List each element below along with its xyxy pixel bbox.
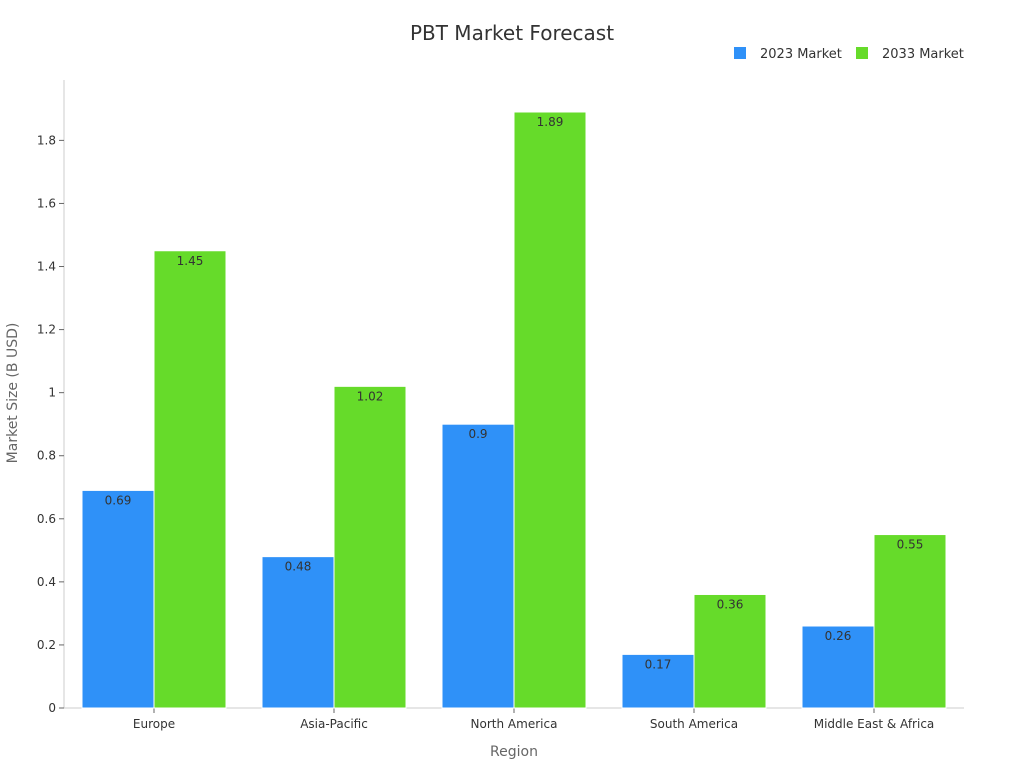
bar-2033-market-europe [153, 250, 227, 709]
legend: 2023 Market 2033 Market [734, 47, 964, 62]
legend-label: 2023 Market [760, 47, 842, 62]
data-label: 1.89 [537, 115, 564, 129]
bar-2033-market-middle-east-africa [873, 534, 947, 709]
bars [81, 111, 947, 709]
legend-swatch [734, 47, 746, 59]
y-tick-label: 1 [48, 386, 56, 400]
y-tick-label: 0 [48, 701, 56, 715]
y-tick-label: 0.8 [37, 449, 56, 463]
data-label: 0.26 [825, 629, 852, 643]
bar-2023-market-north-america [441, 423, 515, 709]
legend-label: 2033 Market [882, 47, 964, 62]
data-label: 1.02 [357, 389, 384, 403]
x-tick-label: North America [471, 717, 558, 731]
y-axis: 0 0.2 0.4 0.6 0.8 1 1.2 1.4 1.6 1.8 [37, 80, 65, 715]
data-label: 0.48 [285, 560, 312, 574]
y-tick-label: 0.6 [37, 512, 56, 526]
bar-2033-market-south-america [693, 593, 767, 709]
x-tick-label: Europe [133, 717, 175, 731]
data-label: 0.55 [897, 538, 924, 552]
x-axis: Europe Asia-Pacific North America South Ame… [64, 707, 964, 731]
bar-2023-market-asia-pacific [261, 556, 335, 709]
data-label: 1.45 [177, 254, 204, 268]
chart-title: PBT Market Forecast [410, 21, 614, 45]
y-axis-title: Market Size (B USD) [5, 323, 21, 464]
y-tick-label: 0.4 [37, 575, 56, 589]
bar-2023-market-middle-east-africa [801, 625, 875, 709]
y-tick-label: 1.4 [37, 260, 56, 274]
bar-2033-market-north-america [513, 111, 587, 709]
data-label: 0.36 [717, 597, 744, 611]
y-tick-label: 1.8 [37, 133, 56, 147]
y-tick-label: 1.6 [37, 196, 56, 210]
data-label: 0.69 [105, 493, 132, 507]
x-tick-label: Asia-Pacific [300, 717, 368, 731]
bar-2023-market-europe [81, 489, 155, 709]
x-tick-label: South America [650, 717, 738, 731]
x-axis-title: Region [490, 744, 538, 760]
legend-swatch [856, 47, 868, 59]
data-labels: 0.69 1.45 0.48 1.02 0.9 1.89 0.17 0.36 0.26 0.55 [105, 115, 924, 671]
data-label: 0.17 [645, 657, 672, 671]
y-tick-label: 0.2 [37, 638, 56, 652]
x-tick-label: Middle East & Africa [814, 717, 935, 731]
data-label: 0.9 [468, 427, 487, 441]
y-tick-label: 1.2 [37, 323, 56, 337]
bar-2023-market-south-america [621, 653, 695, 709]
bar-2033-market-asia-pacific [333, 385, 407, 709]
